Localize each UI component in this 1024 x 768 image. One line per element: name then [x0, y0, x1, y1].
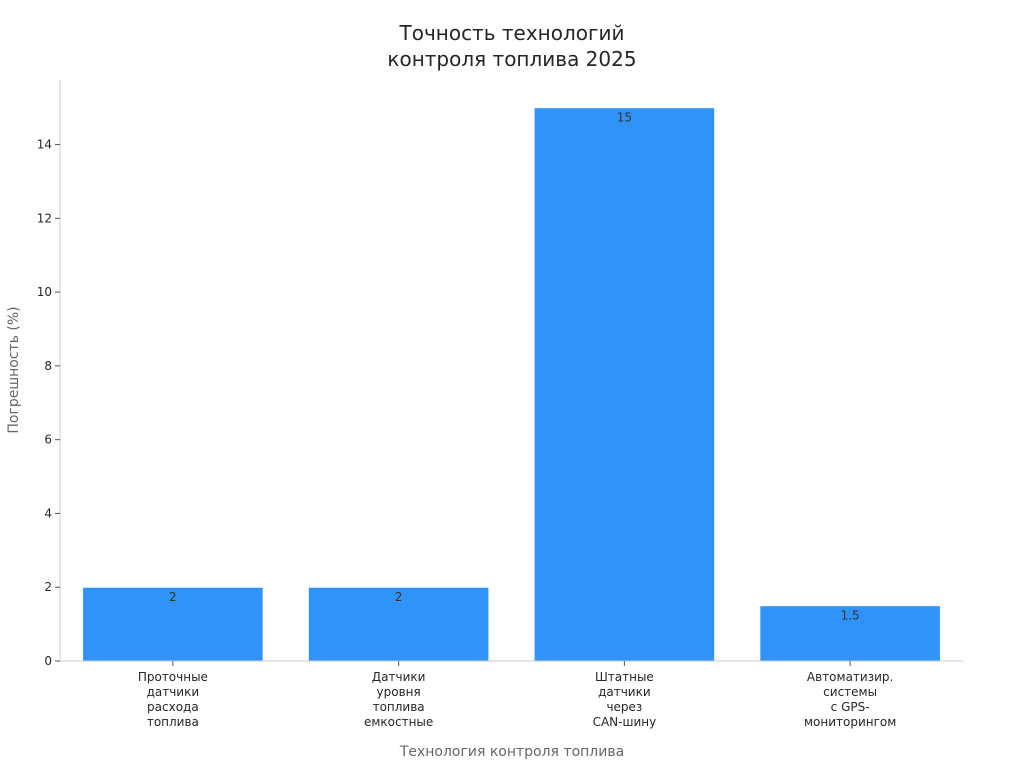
bar-1: [82, 586, 264, 662]
y-tick-label-2: 2: [44, 580, 52, 594]
y-tick-label-8: 8: [44, 359, 52, 373]
x-tick-label-1: Проточные датчики расхода топлива: [138, 670, 208, 729]
y-tick-label-12: 12: [37, 211, 52, 225]
y-tick-label-14: 14: [37, 138, 52, 152]
y-tick-label-4: 4: [44, 506, 52, 520]
y-tick-label-10: 10: [37, 285, 52, 299]
y-axis-label: Погрешность (%): [6, 306, 22, 433]
data-label-3: 15: [617, 111, 632, 125]
bar-2: [307, 586, 490, 662]
x-axis-label: Технология контроля топлива: [399, 744, 624, 760]
y-axis: 0 2 4 6 8 10 12 14: [37, 80, 61, 668]
x-tick-label-3: Штатные датчики через CAN-шину: [593, 670, 657, 729]
data-labels: 2 2 15 1.5: [169, 111, 860, 623]
chart-title-line-1: Точность технологий: [399, 21, 625, 45]
x-tick-label-2: Датчики уровня топлива емкостные: [364, 670, 433, 729]
y-tick-label-0: 0: [44, 654, 52, 668]
x-axis: Проточные датчики расхода топлива Датчики уро…: [60, 660, 963, 729]
data-label-1: 2: [169, 590, 177, 604]
data-label-2: 2: [395, 590, 403, 604]
chart-title-line-2: контроля топлива 2025: [387, 47, 636, 71]
bar-3: [533, 107, 716, 662]
chart-title: Точность технологий контроля топлива 202…: [387, 21, 636, 71]
x-tick-label-4: Автоматизир. системы с GPS-мониторингом: [804, 670, 896, 729]
bar-4: [759, 605, 941, 662]
data-label-4: 1.5: [841, 609, 860, 623]
bars: [82, 107, 941, 662]
y-tick-label-6: 6: [44, 433, 52, 447]
